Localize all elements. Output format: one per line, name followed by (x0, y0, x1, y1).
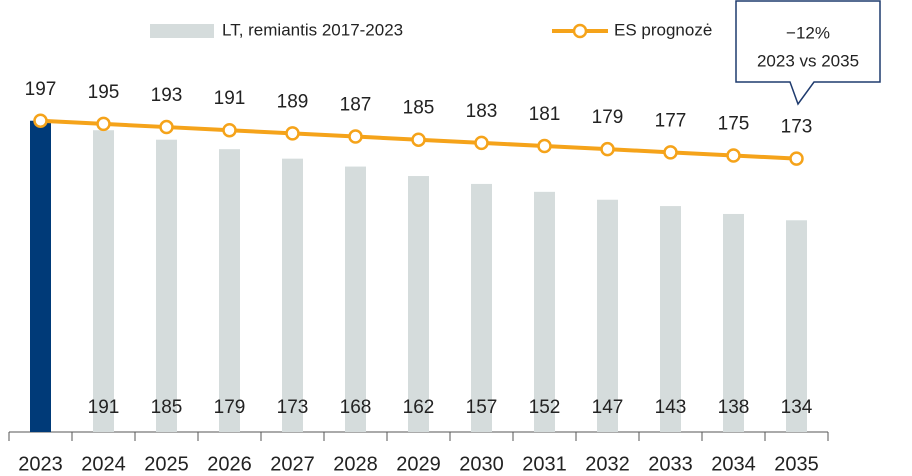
line-label: 177 (655, 110, 687, 131)
x-tick-label: 2029 (396, 453, 441, 475)
bar (660, 206, 681, 432)
line-marker (285, 126, 300, 141)
bar-label: 173 (277, 397, 309, 418)
line-marker (474, 135, 489, 151)
legend-label: ES prognozė (614, 20, 712, 39)
line-label: 197 (25, 79, 57, 100)
bar (408, 176, 429, 432)
bar-label: 147 (592, 397, 624, 418)
callout-text: 2023 vs 2035 (757, 51, 859, 70)
bar (282, 158, 303, 432)
x-tick-label: 2027 (270, 453, 315, 475)
bar-label: 162 (403, 397, 435, 418)
x-tick-label: 2024 (81, 453, 126, 475)
bar (534, 191, 555, 432)
x-tick-label: 2026 (207, 453, 252, 475)
x-tick-label: 2035 (774, 453, 819, 475)
x-tick-label: 2033 (648, 453, 693, 475)
line-marker (789, 151, 804, 166)
x-tick-label: 2034 (711, 453, 756, 475)
x-tick-label: 2030 (459, 453, 504, 475)
line-marker (411, 132, 426, 147)
bar-label: 157 (466, 397, 498, 418)
bar (723, 213, 744, 432)
bar-label: 143 (655, 397, 687, 418)
line-marker (537, 138, 552, 154)
line-label: 181 (529, 104, 561, 125)
bar-label: 191 (88, 397, 120, 418)
line-label: 193 (151, 85, 183, 106)
legend-label: LT, remiantis 2017-2023 (222, 20, 403, 39)
line-label: 175 (718, 114, 750, 135)
line-label: 191 (214, 88, 246, 109)
bar-label: 168 (340, 397, 372, 418)
x-tick-label: 2023 (18, 453, 63, 475)
line-label: 179 (592, 107, 624, 128)
legend-marker (572, 23, 588, 39)
x-tick-label: 2025 (144, 453, 189, 475)
bar (345, 166, 366, 432)
bar (471, 183, 492, 432)
bar-label: 134 (781, 397, 813, 418)
callout-text: −12% (786, 23, 830, 42)
legend-swatch (150, 24, 214, 38)
line-marker (726, 148, 741, 163)
bar-label: 138 (718, 397, 750, 418)
bar (156, 139, 177, 432)
bar (30, 120, 51, 433)
line-label: 185 (403, 98, 435, 119)
x-tick-label: 2028 (333, 453, 378, 475)
line-label: 195 (88, 82, 120, 103)
line-label: 183 (466, 101, 498, 122)
bar (93, 130, 114, 432)
bar-label: 152 (529, 397, 561, 418)
x-tick-label: 2031 (522, 453, 567, 475)
x-tick-label: 2032 (585, 453, 630, 475)
line-marker (33, 113, 48, 128)
line-label: 173 (781, 117, 813, 138)
bar-label: 179 (214, 397, 246, 418)
bar (219, 149, 240, 432)
line-marker (96, 116, 111, 132)
callout-box (735, 0, 881, 106)
line-label: 187 (340, 95, 372, 116)
bar (597, 199, 618, 432)
line-label: 189 (277, 91, 309, 112)
line-marker (348, 129, 363, 144)
bar-label: 185 (151, 397, 183, 418)
line-marker (159, 119, 174, 135)
line-marker (222, 122, 237, 138)
line-marker (600, 141, 615, 157)
line-marker (663, 145, 678, 160)
bar (786, 220, 807, 432)
